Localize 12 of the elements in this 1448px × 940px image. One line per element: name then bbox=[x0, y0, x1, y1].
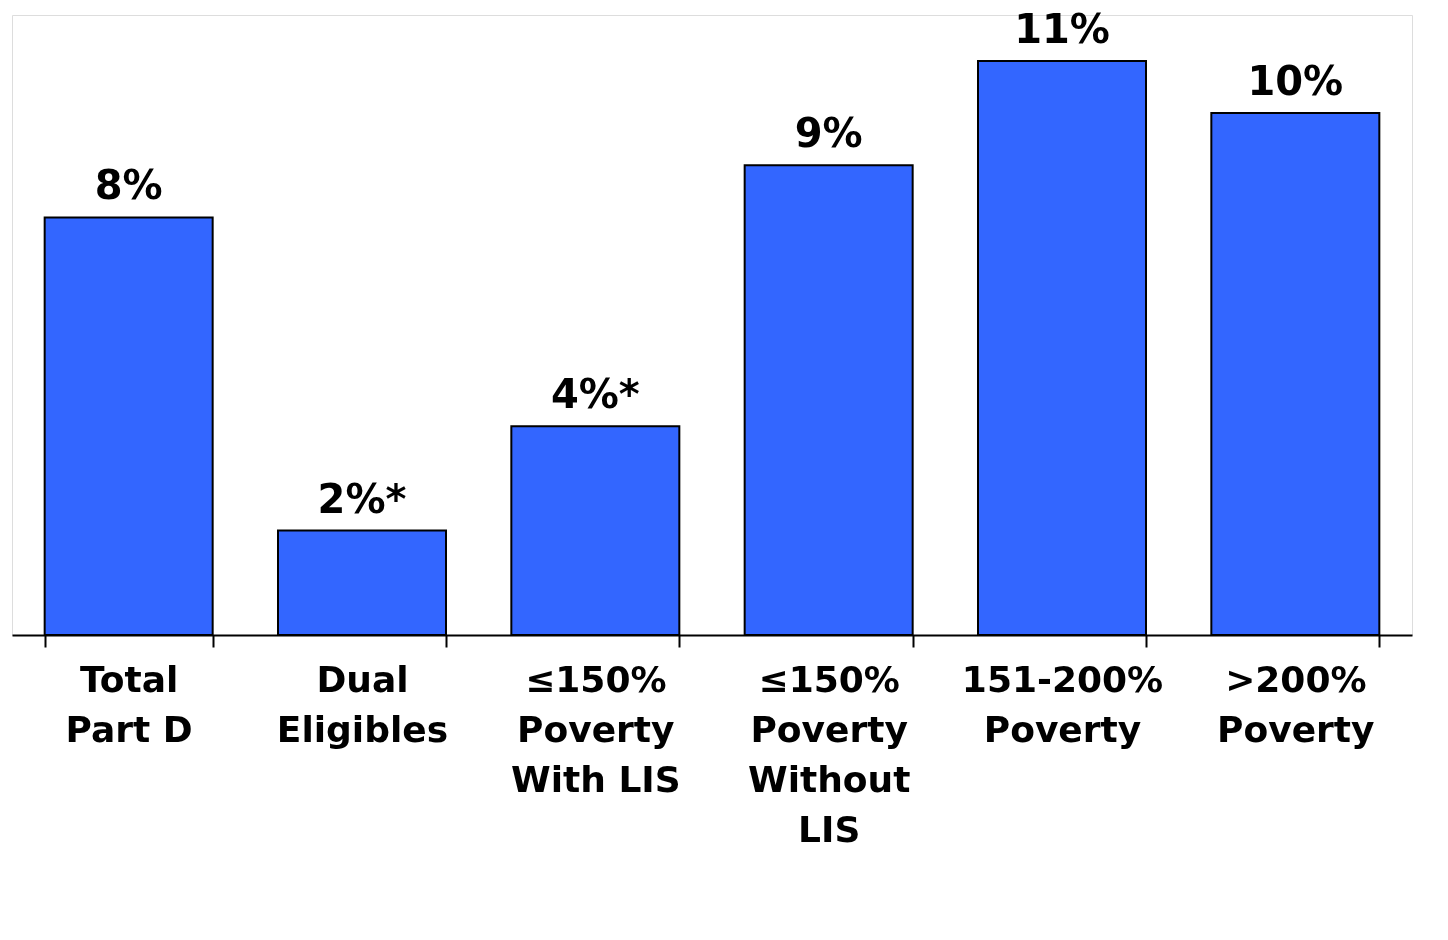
x-tick-label: 151-200% Poverty bbox=[961, 658, 1164, 750]
x-tick-label: ≤150% Poverty Without LIS bbox=[747, 658, 911, 850]
data-label: 4%* bbox=[550, 371, 640, 418]
data-label: 2%* bbox=[317, 475, 407, 522]
data-label: 10% bbox=[1247, 58, 1344, 105]
data-label: 8% bbox=[94, 162, 163, 209]
x-tick-label: >200% Poverty bbox=[1217, 658, 1375, 750]
x-tick-label: Total Part D bbox=[65, 658, 193, 750]
x-tick-label: ≤150% Poverty With LIS bbox=[510, 658, 681, 800]
x-tick-label: Dual Eligibles bbox=[276, 658, 449, 750]
data-label: 11% bbox=[1014, 5, 1110, 52]
data-label: 9% bbox=[794, 110, 863, 157]
